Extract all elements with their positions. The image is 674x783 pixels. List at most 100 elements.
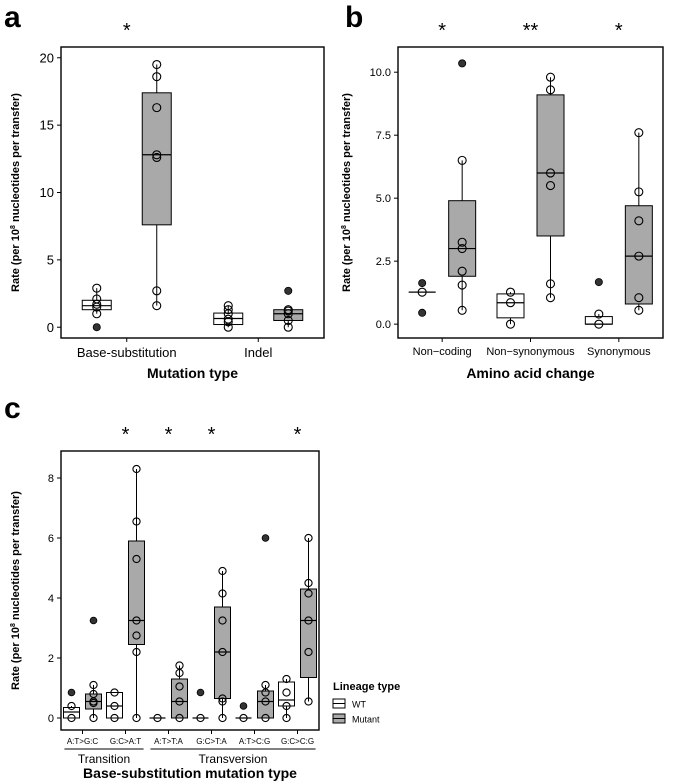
box-body bbox=[171, 678, 188, 719]
data-point bbox=[634, 293, 644, 303]
data-point bbox=[457, 244, 467, 254]
data-point bbox=[261, 713, 270, 723]
data-point bbox=[457, 155, 467, 165]
data-point bbox=[457, 237, 467, 247]
data-point bbox=[218, 589, 227, 598]
x-tick-label: Non−synonymous bbox=[486, 346, 575, 358]
data-point bbox=[152, 152, 162, 163]
outlier-point bbox=[284, 286, 293, 295]
y-axis-label: Rate (per 108 nucleotides per transfer) bbox=[341, 93, 353, 292]
data-point bbox=[218, 697, 227, 706]
data-point bbox=[132, 713, 141, 723]
data-point bbox=[218, 616, 227, 625]
data-point bbox=[92, 309, 102, 319]
box-body bbox=[300, 588, 317, 678]
significance-label: * bbox=[165, 424, 173, 446]
data-point bbox=[67, 713, 76, 723]
data-point bbox=[67, 701, 76, 711]
data-point bbox=[92, 283, 102, 293]
y-tick-label: 0.0 bbox=[376, 319, 391, 331]
outlier-point bbox=[89, 616, 98, 625]
data-point bbox=[175, 661, 184, 670]
outlier-point bbox=[458, 59, 467, 68]
group-label: Transition bbox=[78, 752, 130, 766]
box-body bbox=[624, 205, 653, 305]
box-body bbox=[63, 707, 80, 719]
data-point bbox=[110, 713, 119, 723]
data-point bbox=[223, 314, 233, 324]
data-point bbox=[283, 305, 293, 315]
y-tick-label: 5 bbox=[47, 252, 54, 267]
data-point bbox=[304, 647, 313, 657]
data-point bbox=[223, 305, 233, 315]
data-point bbox=[282, 674, 291, 684]
data-point bbox=[132, 647, 141, 657]
data-point bbox=[152, 59, 162, 70]
data-point bbox=[304, 578, 313, 588]
data-point bbox=[457, 266, 467, 276]
significance-label: * bbox=[122, 424, 130, 446]
data-point bbox=[545, 279, 556, 289]
data-point bbox=[152, 286, 162, 296]
y-tick-label: 6 bbox=[48, 533, 54, 545]
outlier-point bbox=[594, 278, 603, 287]
plot-frame bbox=[60, 46, 325, 339]
data-point bbox=[196, 713, 205, 723]
data-point bbox=[545, 85, 556, 95]
panel-b-chart: 0.0 2.5 5.0 7.5 10.0 Rate (per 108 nucleotide… bbox=[341, 20, 664, 381]
data-point bbox=[175, 713, 184, 723]
data-point bbox=[505, 298, 516, 308]
data-point bbox=[304, 589, 313, 598]
significance-label: ** bbox=[523, 20, 539, 42]
data-point bbox=[92, 294, 102, 304]
data-point bbox=[261, 680, 270, 690]
box-body bbox=[257, 690, 274, 719]
x-axis-label: Base-substitution mutation type bbox=[83, 765, 297, 781]
data-point bbox=[218, 713, 227, 723]
data-point bbox=[282, 701, 291, 711]
x-tick-label: Synonymous bbox=[587, 346, 651, 358]
data-point bbox=[152, 150, 162, 160]
x-tick-label: G:C>T:A bbox=[196, 737, 227, 746]
outlier-point bbox=[418, 279, 427, 288]
y-tick-label: 10 bbox=[40, 185, 54, 200]
y-tick-label: 2 bbox=[48, 653, 54, 665]
data-point bbox=[218, 694, 227, 703]
legend: Lineage type WT Mutant bbox=[332, 681, 400, 725]
x-tick-label: Non−coding bbox=[413, 346, 472, 358]
data-point bbox=[218, 566, 227, 576]
x-axis-label: Mutation type bbox=[147, 365, 238, 381]
data-point bbox=[505, 287, 516, 297]
data-point bbox=[153, 713, 162, 723]
outlier-point bbox=[239, 702, 248, 710]
data-point bbox=[92, 299, 102, 309]
data-point bbox=[634, 128, 644, 138]
significance-label: * bbox=[438, 20, 446, 42]
data-point bbox=[89, 680, 98, 690]
data-point bbox=[175, 697, 184, 706]
data-point bbox=[545, 168, 556, 178]
data-point bbox=[132, 517, 141, 526]
x-axis-label: Amino acid change bbox=[466, 365, 595, 381]
y-tick-label: 5.0 bbox=[376, 193, 391, 205]
data-point bbox=[417, 287, 427, 297]
y-tick-label: 4 bbox=[48, 593, 54, 605]
plot-frame bbox=[397, 46, 664, 339]
outlier-point bbox=[92, 323, 101, 332]
data-point bbox=[223, 301, 233, 311]
y-tick-label: 0 bbox=[48, 713, 54, 725]
data-point bbox=[89, 689, 98, 699]
y-tick-label: 20 bbox=[40, 50, 54, 65]
legend-entry: Mutant bbox=[352, 715, 380, 725]
x-tick-label: Indel bbox=[244, 345, 272, 360]
data-point bbox=[283, 315, 293, 326]
data-point bbox=[282, 713, 291, 723]
box-body bbox=[106, 692, 123, 719]
box-body bbox=[214, 606, 231, 699]
legend-entry: WT bbox=[352, 700, 366, 710]
y-tick-label: 15 bbox=[40, 118, 54, 133]
panel-c-chart: 0 2 4 6 8 Rate (per 108 nucleotides per trans… bbox=[10, 424, 320, 781]
y-tick-label: 0 bbox=[47, 320, 54, 335]
data-point bbox=[110, 688, 119, 697]
